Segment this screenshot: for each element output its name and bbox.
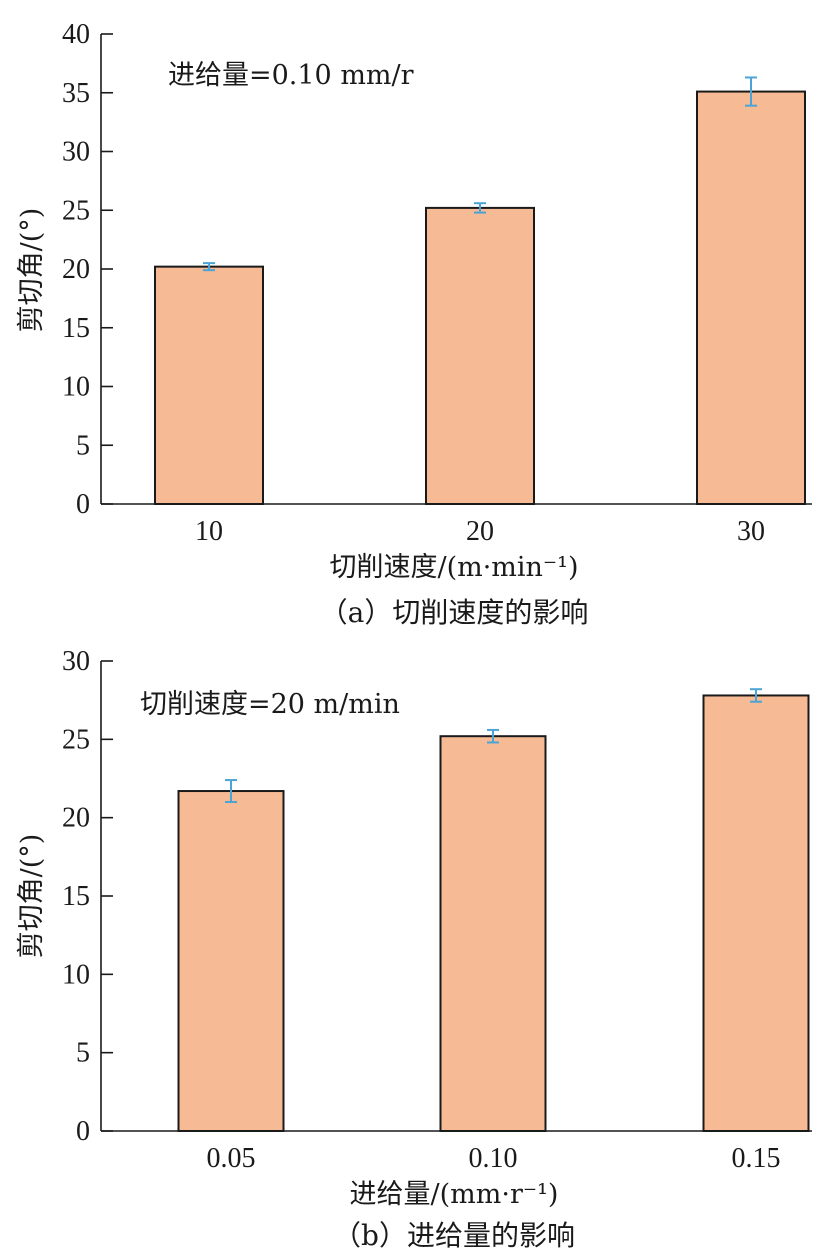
y-tick-label: 10 [62,959,90,990]
annotation-b: 切削速度=20 m/min [140,689,400,720]
bars-b [177,688,810,1132]
y-tick: 15 [62,313,113,344]
x-tick-label: 30 [737,516,765,547]
y-tick-label: 35 [62,78,90,109]
bar [177,790,285,1132]
y-ticks-b: 0 5 10 15 20 25 30 [62,646,113,1147]
y-axis-label-a: 剪切角/(°) [16,208,47,333]
x-tick-label: 20 [466,516,494,547]
bar [425,206,535,505]
y-tick-label: 15 [62,313,90,344]
error-bar [225,779,237,803]
caption-b: （b）进给量的影响 [333,1219,575,1252]
y-tick: 5 [76,430,113,461]
y-tick: 15 [62,881,113,912]
y-tick-label: 20 [62,803,90,834]
y-tick-label: 30 [62,646,90,677]
caption-a: （a）切削速度的影响 [320,596,589,629]
y-tick-label: 10 [62,372,90,403]
chart-a: 0 5 10 15 20 25 30 35 40 10 20 30 进给量=0.10 mm/r 剪切… [16,19,812,629]
y-tick: 25 [62,724,113,755]
y-tick-label: 40 [62,19,90,50]
error-bar [487,728,499,744]
y-tick: 20 [62,803,113,834]
y-tick: 40 [62,19,113,50]
x-tick-label: 0.15 [732,1143,781,1174]
bar [696,90,806,505]
y-tick-label: 30 [62,137,90,168]
y-tick: 10 [62,372,113,403]
y-tick-label: 0 [76,1116,90,1147]
y-tick: 0 [76,1116,113,1147]
x-ticks-a: 10 20 30 [195,516,765,547]
y-tick: 35 [62,78,113,109]
x-ticks-b: 0.05 0.10 0.15 [207,1143,781,1174]
x-axis-label-a: 切削速度/(m·min⁻¹) [329,552,578,583]
x-tick-label: 0.10 [469,1143,518,1174]
y-tick-label: 0 [76,489,90,520]
y-tick-label: 25 [62,195,90,226]
bar [439,735,547,1132]
y-tick: 10 [62,959,113,990]
error-bar [745,76,757,107]
error-bar [474,202,486,214]
y-tick-label: 5 [76,1038,90,1069]
bars-a [154,76,806,505]
error-bar [750,688,762,703]
x-tick-label: 0.05 [207,1143,256,1174]
y-tick-label: 15 [62,881,90,912]
y-tick: 30 [62,646,113,677]
bar [154,265,264,505]
y-tick-label: 5 [76,430,90,461]
bar [702,694,810,1132]
y-tick: 30 [62,137,113,168]
y-tick: 20 [62,254,113,285]
y-ticks-a: 0 5 10 15 20 25 30 35 40 [62,19,113,520]
y-tick-label: 20 [62,254,90,285]
annotation-a: 进给量=0.10 mm/r [168,60,414,91]
y-axis-label-b: 剪切角/(°) [16,834,47,959]
x-axis-label-b: 进给量/(mm·r⁻¹) [350,1179,559,1210]
y-tick: 0 [76,489,113,520]
error-bar [203,262,215,272]
x-tick-label: 10 [195,516,223,547]
y-tick: 25 [62,195,113,226]
y-tick: 5 [76,1038,113,1069]
y-tick-label: 25 [62,724,90,755]
